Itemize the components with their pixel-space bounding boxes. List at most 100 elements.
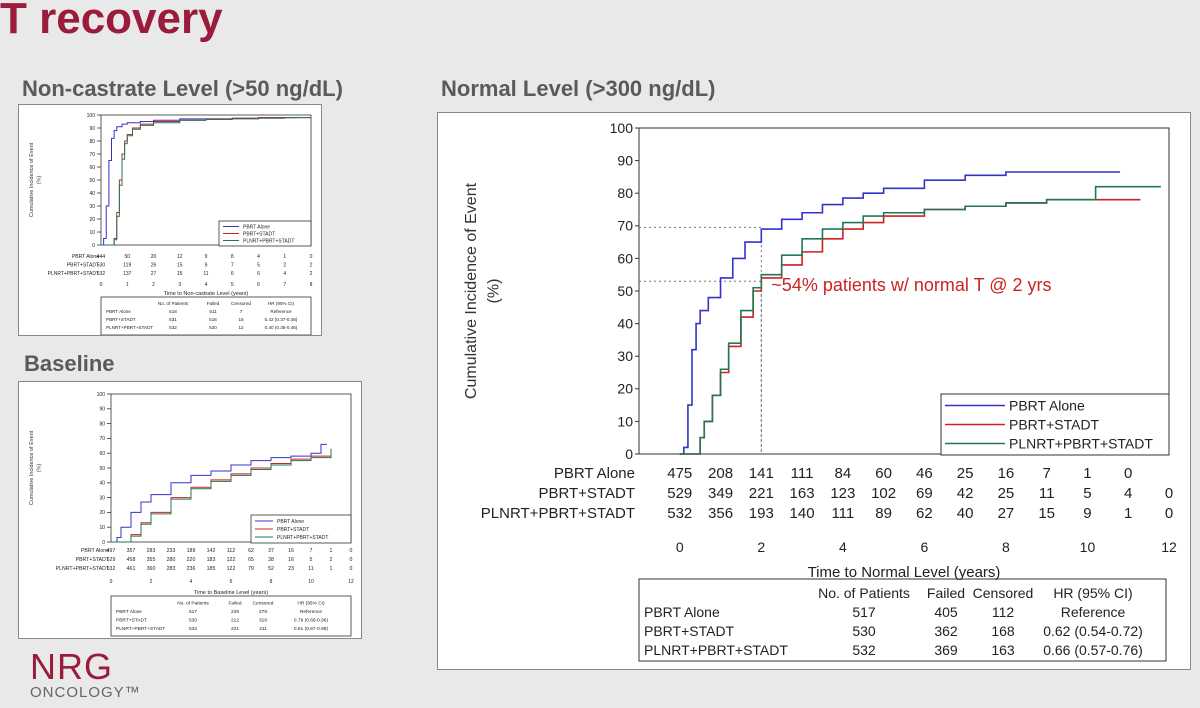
nrg-logo: NRG	[30, 646, 113, 687]
x-tick-label: 6	[257, 282, 260, 288]
risk-value: 6	[257, 271, 260, 277]
hr-value: 369	[934, 642, 958, 658]
x-tick-label: 10	[308, 579, 314, 585]
hr-value: 163	[991, 642, 1015, 658]
y-tick-label: 60	[89, 165, 95, 171]
risk-value: 475	[667, 465, 692, 482]
risk-value: 189	[187, 548, 196, 554]
risk-value: 530	[97, 263, 106, 269]
series-line-plnrt-pbrt-stadt	[679, 185, 1161, 455]
hr-value: 362	[934, 623, 958, 639]
baseline-panel: 0 10 20 30 40 50 60 70 80 90 100 Cumulative Inciden…	[18, 381, 362, 639]
risk-value: 5	[257, 263, 260, 269]
risk-value: 4	[257, 254, 260, 260]
normal-panel: 0 10 20 30 40 50 60 70 80 90 100 Cumulative Inciden…	[437, 112, 1191, 670]
y-tick-label: 90	[89, 126, 95, 132]
risk-value: 283	[167, 566, 176, 572]
risk-value: 0	[350, 557, 353, 563]
risk-value: 0	[1124, 465, 1132, 482]
x-tick-label: 8	[310, 282, 313, 288]
risk-value: 2	[283, 263, 286, 269]
y-axis-label-line: Cumulative Incidence of Event	[29, 142, 35, 217]
x-tick-label: 0	[100, 282, 103, 288]
hr-value: 532	[852, 642, 876, 658]
risk-value: 5	[310, 557, 313, 563]
risk-value: 123	[830, 485, 855, 502]
y-tick-label: 100	[87, 113, 96, 119]
risk-value: 52	[268, 566, 274, 572]
hr-value: 511	[209, 309, 217, 314]
x-tick-label: 8	[1002, 539, 1010, 555]
x-tick-label: 2	[150, 579, 153, 585]
risk-value: 529	[667, 485, 692, 502]
hr-row-label: PBRT Alone	[644, 604, 720, 620]
reference-line	[639, 280, 762, 454]
risk-value: 141	[749, 465, 774, 482]
y-tick-label: 90	[617, 153, 633, 169]
risk-value: 79	[248, 566, 254, 572]
hr-value: 7	[240, 309, 243, 314]
y-tick-label: 0	[102, 540, 105, 546]
risk-value: 9	[205, 254, 208, 260]
risk-value: 84	[835, 465, 852, 482]
risk-value: 163	[790, 485, 815, 502]
y-tick-label: 10	[89, 230, 95, 236]
hr-row-label: PBRT Alone	[116, 609, 142, 615]
risk-value: 50	[124, 254, 130, 260]
risk-value: 38	[268, 557, 274, 563]
x-tick-label: 4	[205, 282, 208, 288]
risk-value: 356	[708, 505, 733, 522]
risk-value: 40	[957, 505, 974, 522]
x-tick-label: 10	[1080, 539, 1096, 555]
x-tick-label: 12	[348, 579, 354, 585]
risk-value: 458	[127, 557, 136, 563]
x-tick-label: 4	[190, 579, 193, 585]
risk-value: 4	[283, 271, 286, 277]
risk-value: 185	[207, 566, 216, 572]
y-axis-label: Cumulative Incidence of Event (%)	[29, 142, 43, 217]
hr-header: HR (95% CI)	[1053, 585, 1132, 601]
risk-value: 7	[310, 548, 313, 554]
legend-label: PBRT Alone	[243, 224, 270, 230]
y-tick-label: 0	[625, 446, 633, 462]
x-tick-label: 3	[178, 282, 181, 288]
series-line-pbrt-alone	[679, 171, 1121, 455]
risk-value: 236	[187, 566, 196, 572]
risk-value: 37	[268, 548, 274, 554]
hr-header: Failed	[927, 585, 965, 601]
x-tick-label: 2	[152, 282, 155, 288]
risk-value: 65	[248, 557, 254, 563]
baseline-panel-title: Baseline	[24, 351, 115, 376]
y-tick-label: 100	[97, 392, 106, 398]
hr-value: Reference	[300, 609, 322, 615]
hr-value: Reference	[1061, 604, 1126, 620]
risk-value: 497	[107, 548, 116, 554]
y-tick-label: 50	[89, 178, 95, 184]
risk-value: 27	[151, 271, 157, 277]
y-tick-label: 30	[89, 204, 95, 210]
risk-value: 193	[749, 505, 774, 522]
x-tick-label: 0	[676, 539, 684, 555]
legend-label: PLNRT+PBRT+STADT	[243, 238, 294, 244]
risk-value: 111	[791, 465, 814, 482]
risk-value: 1	[330, 566, 333, 572]
y-tick-label: 70	[99, 436, 105, 442]
hr-value: 221	[231, 626, 239, 632]
risk-value: 46	[916, 465, 933, 482]
hr-row-label: PLNRT+PBRT+STADT	[106, 325, 153, 330]
hr-header: HR (95% CI)	[297, 601, 325, 607]
risk-value: 360	[147, 566, 156, 572]
series-line-plnrt-pbrt-stadt	[111, 448, 332, 543]
risk-value: 355	[147, 557, 156, 563]
y-axis-label-line: Cumulative Incidence of Event	[29, 430, 35, 505]
hr-header: Censored	[973, 585, 1034, 601]
y-tick-label: 20	[617, 381, 633, 397]
risk-row-label: PBRT+STADT	[67, 263, 99, 269]
risk-value: 140	[790, 505, 815, 522]
y-axis-label-unit: (%)	[37, 464, 43, 473]
y-axis-label-unit: (%)	[485, 279, 502, 304]
risk-value: 5	[1083, 485, 1091, 502]
x-tick-label: 2	[757, 539, 765, 555]
risk-value: 11	[308, 566, 313, 572]
risk-value: 0	[1165, 485, 1173, 502]
